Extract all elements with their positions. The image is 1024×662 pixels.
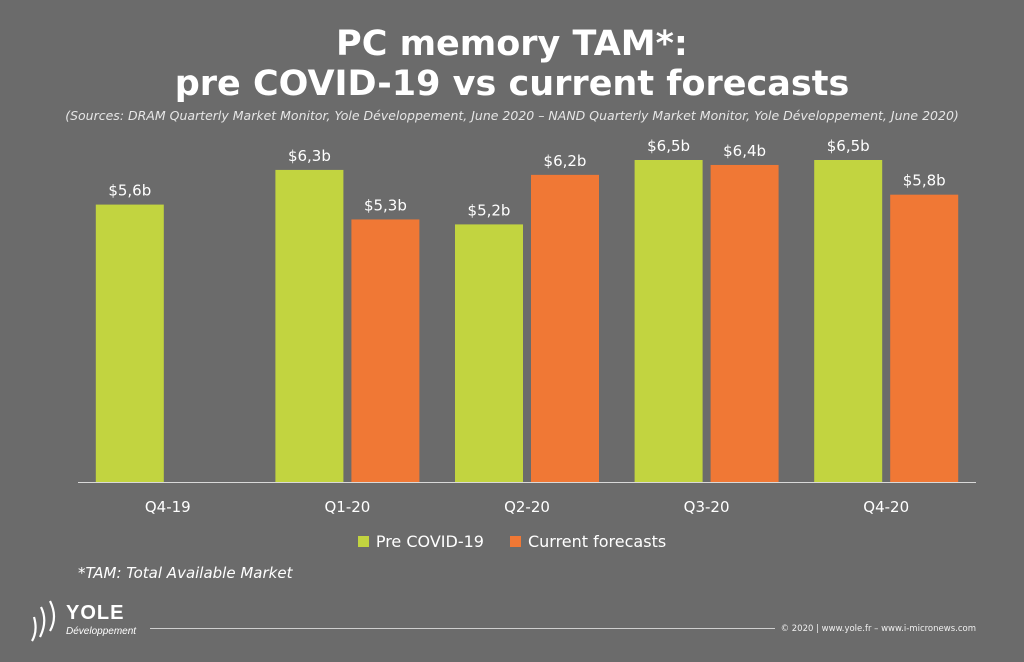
bar-pre-covid-q3-20	[634, 160, 703, 482]
legend-item-current: Current forecasts	[509, 532, 667, 551]
data-label-current-q1-20: $5,3b	[364, 196, 407, 214]
data-label-current-q4-20: $5,8b	[903, 172, 946, 190]
footnote: *TAM: Total Available Market	[78, 564, 293, 582]
bar-pre-covid-q1-20	[275, 169, 344, 482]
bar-current-q1-20	[351, 219, 420, 482]
data-label-current-q2-20: $6,2b	[544, 152, 587, 170]
yole-logo: YOLE Développement	[31, 600, 137, 642]
legend-swatch-pre-covid	[357, 536, 369, 547]
legend-label-current: Current forecasts	[527, 532, 667, 551]
data-label-pre-covid-q1-20: $6,3b	[288, 147, 331, 165]
legend-swatch-current	[509, 536, 521, 547]
x-tick-label-q4-20: Q4-20	[863, 498, 909, 516]
data-label-pre-covid-q4-20: $6,5b	[827, 137, 870, 155]
copyright-text: © 2020 | www.yole.fr – www.i-micronews.c…	[774, 624, 976, 634]
logo-tagline: Développement	[66, 626, 137, 637]
legend-item-pre-covid: Pre COVID-19	[357, 532, 484, 551]
logo-wordmark: YOLE	[66, 602, 124, 624]
x-tick-label-q1-20: Q1-20	[324, 498, 370, 516]
chart-title: PC memory TAM*: pre COVID-19 vs current …	[0, 24, 1024, 104]
bar-pre-covid-q4-20	[814, 160, 883, 482]
chart-legend: Pre COVID-19 Current forecasts	[0, 532, 1024, 551]
title-line-1: PC memory TAM*:	[336, 24, 688, 64]
x-tick-label-q4-19: Q4-19	[145, 498, 191, 516]
x-tick-label-q2-20: Q2-20	[504, 498, 550, 516]
x-tick-label-q3-20: Q3-20	[684, 498, 730, 516]
legend-label-pre-covid: Pre COVID-19	[375, 532, 484, 551]
data-label-pre-covid-q3-20: $6,5b	[647, 137, 690, 155]
data-label-pre-covid-q2-20: $5,2b	[468, 201, 511, 219]
title-line-2: pre COVID-19 vs current forecasts	[174, 64, 850, 104]
bar-pre-covid-q2-20	[455, 224, 523, 482]
chart-subtitle: (Sources: DRAM Quarterly Market Monitor,…	[65, 108, 959, 123]
bar-current-q4-20	[890, 194, 959, 482]
footer-divider	[150, 628, 976, 629]
data-label-pre-covid-q4-19: $5,6b	[108, 182, 151, 200]
bar-pre-covid-q4-19	[95, 204, 164, 483]
data-label-current-q3-20: $6,4b	[723, 142, 766, 160]
bar-current-q3-20	[710, 164, 779, 482]
bar-chart: $5,6b Q4-19 $6,3b $5,3b Q1-20 $5,2b $6,2b Q2-20…	[78, 137, 976, 516]
bar-current-q2-20	[531, 174, 599, 482]
